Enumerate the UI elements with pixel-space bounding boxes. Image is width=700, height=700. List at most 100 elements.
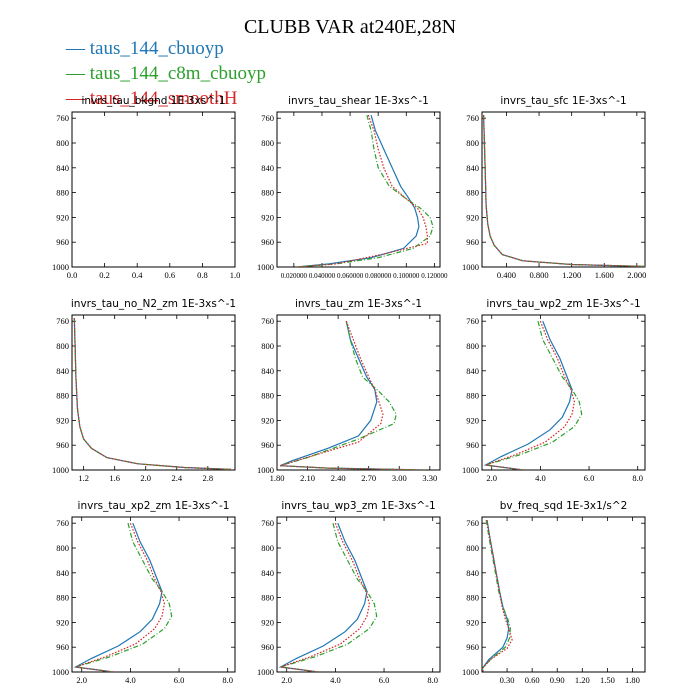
y-tick-label: 840 [261,366,274,376]
panel-title: bv_freq_sqd 1E-3x1/s^2 [500,500,628,512]
series-line-taus-144-c8m-cbuoyp [483,115,645,267]
y-tick-label: 840 [56,163,69,173]
panel-title: invrs_tau_sfc 1E-3xs^-1 [500,95,626,107]
y-tick-label: 920 [466,617,479,627]
panel-invrs-tau-sfc: invrs_tau_sfc 1E-3xs^-1 760 800 840 880 920 96… [462,95,646,280]
panel-invrs-tau-zm: invrs_tau_zm 1E-3xs^-1 760 800 840 880 920 960… [257,298,441,483]
plot-frame [481,516,646,673]
y-tick-label: 920 [56,212,69,222]
series-line-taus-144-smoothH [296,114,428,267]
legend-label-cbuoyp: taus_144_cbuoyp [89,38,224,59]
panel-title: invrs_tau_wp2_zm 1E-3xs^-1 [486,298,640,310]
y-tick-label: 1000 [462,465,479,475]
panel-invrs-tau-wp2-zm: invrs_tau_wp2_zm 1E-3xs^-1 760 800 840 880 92… [462,298,646,483]
y-tick-label: 880 [56,391,69,401]
x-tick-label: 1.2 [78,473,89,483]
x-tick-label: 2.0 [486,473,497,483]
x-tick-label: 0.8 [197,270,208,280]
y-tick-label: 960 [466,237,479,247]
x-tick-label: 0.020000 [281,272,308,280]
plot-frame [276,111,441,268]
y-tick-label: 920 [261,617,274,627]
y-tick-label: 1000 [462,262,479,272]
y-tick-label: 880 [261,593,274,603]
series-line-taus-144-cbuoyp [296,114,420,267]
y-tick-label: 760 [466,518,479,528]
x-tick-label: 1.200 [562,270,581,280]
y-tick-label: 960 [56,642,69,652]
y-tick-label: 800 [56,543,69,553]
legend-entry-c8m-cbuoyp: — taus_144_c8m_cbuoyp [66,63,266,85]
series-line-taus-144-cbuoyp [483,115,645,267]
panel-invrs-tau-wp3-zm: invrs_tau_wp3_zm 1E-3xs^-1 760 800 840 880 92… [257,500,441,685]
y-tick-label: 1000 [462,667,479,677]
plot-frame [481,314,646,471]
panel-title: invrs_tau_shear 1E-3xs^-1 [288,95,429,107]
y-tick-label: 760 [261,316,274,326]
plot-frame [71,516,236,673]
y-tick-label: 840 [466,366,479,376]
x-tick-label: 4.0 [330,675,341,685]
y-tick-label: 920 [466,212,479,222]
series-line-taus-144-smoothH [483,115,645,267]
x-tick-label: 1.600 [595,270,614,280]
x-tick-label: 0.060000 [337,272,364,280]
x-tick-label: 0.4 [132,270,143,280]
legend-label-smoothh: taus_144_smoothH [89,88,238,109]
x-tick-label: 2.000 [627,270,646,280]
y-tick-label: 880 [261,188,274,198]
x-tick-label: 1.80 [270,473,285,483]
y-tick-label: 800 [261,543,274,553]
panel-title: invrs_tau_bkgnd 1E-3xs^-1 [81,95,225,107]
y-tick-label: 1000 [52,667,69,677]
y-tick-label: 880 [56,188,69,198]
x-tick-label: 0.6 [164,270,175,280]
x-tick-label: 0.100000 [393,272,420,280]
y-tick-label: 960 [466,642,479,652]
legend-line-smoothh: — [66,88,90,109]
y-tick-label: 760 [466,316,479,326]
y-tick-label: 960 [261,642,274,652]
y-tick-label: 800 [56,341,69,351]
x-tick-label: 8.0 [222,675,233,685]
y-tick-label: 880 [56,593,69,603]
y-tick-label: 760 [261,113,274,123]
plot-frame [481,111,646,268]
series-line-taus-144-smoothH [73,318,232,470]
series-line-taus-144-cbuoyp [279,321,425,470]
series-line-taus-144-c8m-cbuoyp [280,523,378,672]
x-tick-label: 8.0 [632,473,643,483]
x-tick-label: 0.60 [525,675,540,685]
y-tick-label: 920 [466,415,479,425]
y-tick-label: 920 [261,212,274,222]
y-tick-label: 880 [261,391,274,401]
series-line-taus-144-cbuoyp [73,318,232,470]
series-line-taus-144-c8m-cbuoyp [296,114,434,267]
panel-title: invrs_tau_wp3_zm 1E-3xs^-1 [281,500,435,512]
y-tick-label: 800 [466,138,479,148]
y-tick-label: 760 [261,518,274,528]
y-tick-label: 760 [56,316,69,326]
x-tick-label: 4.0 [535,473,546,483]
y-tick-label: 840 [466,163,479,173]
y-tick-label: 760 [466,113,479,123]
y-tick-label: 840 [56,366,69,376]
x-tick-label: 2.0 [281,675,292,685]
plot-frame [71,314,236,471]
y-tick-label: 800 [261,138,274,148]
y-tick-label: 1000 [257,262,274,272]
y-tick-label: 800 [56,138,69,148]
series-line-taus-144-cbuoyp [483,320,573,470]
y-tick-label: 1000 [257,667,274,677]
x-tick-label: 2.0 [140,473,151,483]
x-tick-label: 1.50 [600,675,615,685]
x-tick-label: 2.70 [361,473,376,483]
plot-frame [276,516,441,673]
series-line-taus-144-smoothH [280,522,371,672]
x-tick-label: 0.800 [529,270,548,280]
plot-frame [71,111,236,268]
y-tick-label: 960 [466,440,479,450]
x-tick-label: 3.00 [392,473,407,483]
series-line-taus-144-c8m-cbuoyp [279,321,425,470]
